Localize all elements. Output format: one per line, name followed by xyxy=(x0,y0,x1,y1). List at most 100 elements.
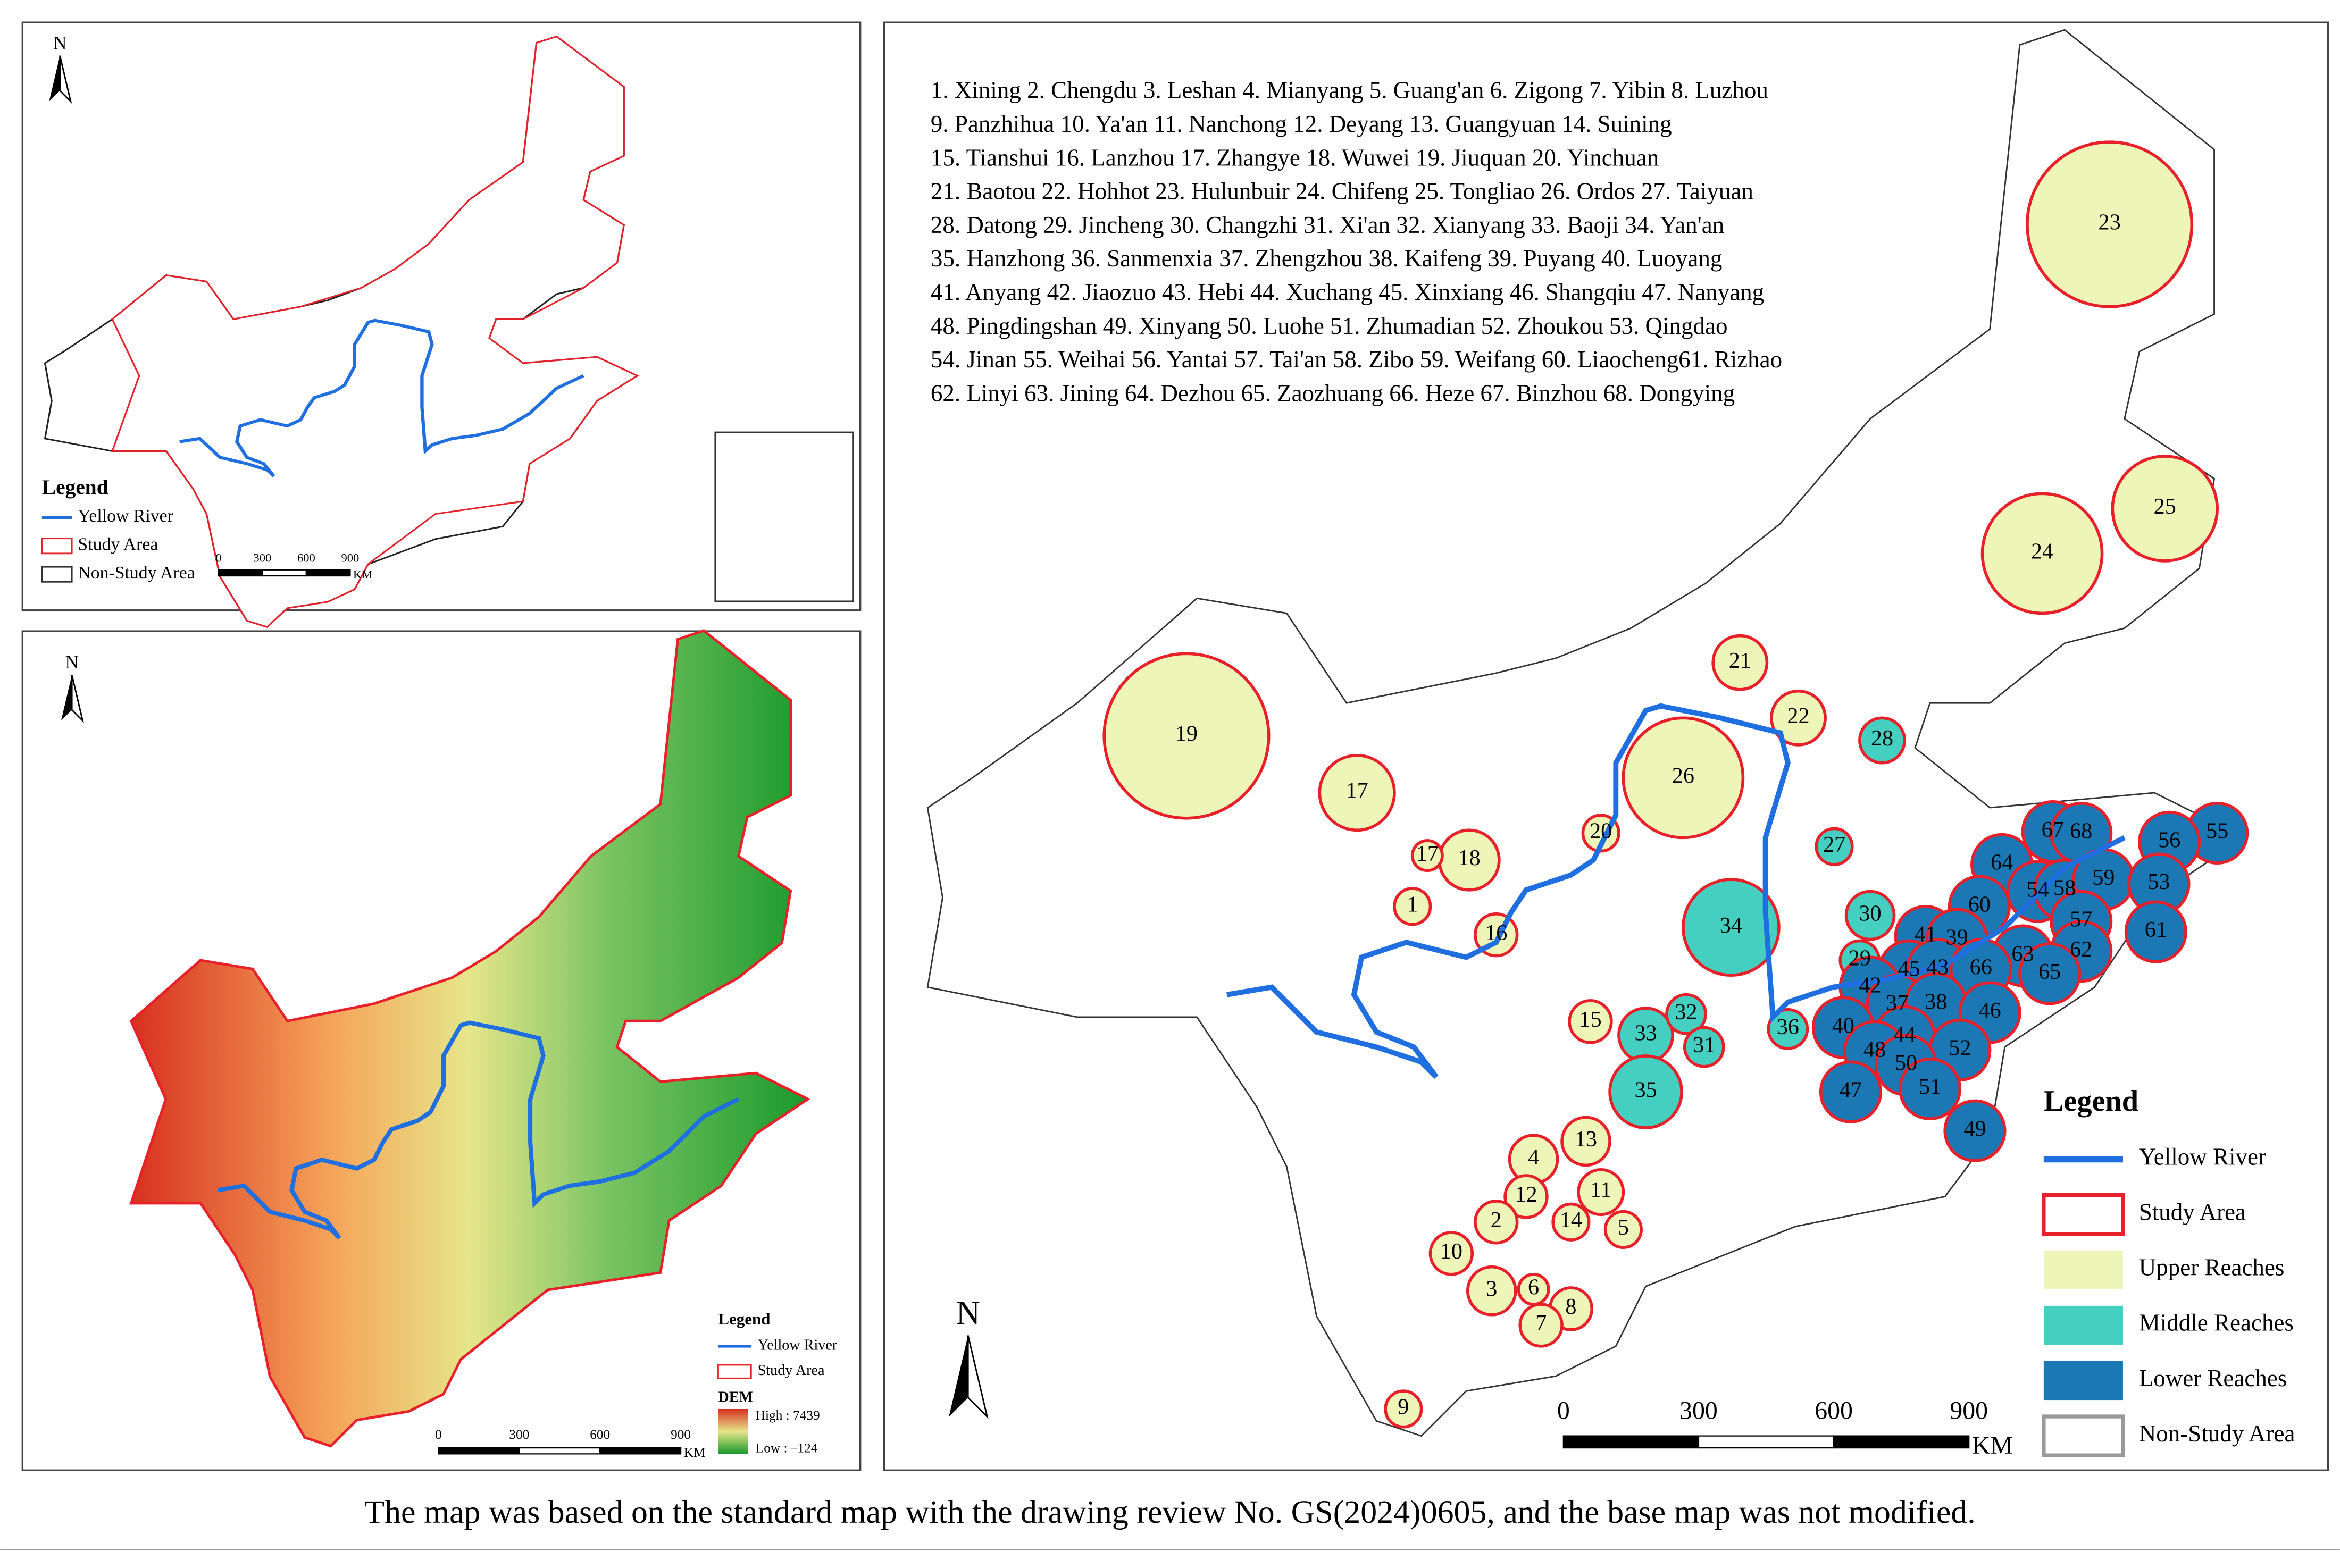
study-region xyxy=(1898,1057,1962,1121)
region-label: 51 xyxy=(1919,1075,1941,1100)
study-region xyxy=(1577,1168,1625,1217)
north-label: N xyxy=(53,32,67,54)
scale-tick-label: 600 xyxy=(1815,1397,1853,1425)
region-label: 60 xyxy=(1968,892,1991,917)
dem-high: High : 7439 xyxy=(756,1408,820,1423)
region-label: 19 xyxy=(1175,722,1198,747)
region-label: 65 xyxy=(2038,959,2061,984)
region-label: 33 xyxy=(1634,1020,1657,1045)
region-label: 1 xyxy=(1407,892,1418,917)
legend-label: Yellow River xyxy=(2139,1144,2266,1170)
region-label: 29 xyxy=(1849,946,1871,971)
region-label: 67 xyxy=(2042,817,2064,842)
region-label: 17 xyxy=(1416,841,1439,866)
study-region xyxy=(1815,827,1854,866)
scale-segment xyxy=(1698,1435,1835,1449)
region-label: 56 xyxy=(2158,827,2180,852)
region-label: 63 xyxy=(2011,941,2034,966)
legend-swatch xyxy=(2042,1414,2125,1457)
study-region xyxy=(1603,1210,1643,1249)
scale-segment xyxy=(262,569,307,577)
region-label: 30 xyxy=(1859,901,1881,926)
region-label: 21 xyxy=(1729,648,1751,673)
region-label: 41 xyxy=(1915,922,1937,947)
scale-segment xyxy=(218,569,263,577)
study-region xyxy=(1428,1231,1474,1276)
region-label: 68 xyxy=(2070,819,2092,844)
study-region xyxy=(1858,716,1907,765)
legend-title: Legend xyxy=(42,475,108,499)
scale-tick-label: 0 xyxy=(1557,1397,1570,1425)
region-label: 43 xyxy=(1926,955,1949,980)
region-label: 5 xyxy=(1618,1215,1629,1240)
north-arrow xyxy=(949,1335,968,1417)
region-label: 17 xyxy=(1346,778,1368,803)
dem-frame xyxy=(21,630,862,1471)
region-label: 53 xyxy=(2147,869,2170,894)
city-list-line: 62. Linyi 63. Jining 64. Dezhou 65. Zaoz… xyxy=(931,380,1735,406)
caption: The map was based on the standard map wi… xyxy=(364,1494,1975,1530)
north-arrow xyxy=(61,675,72,721)
scale-segment xyxy=(519,1447,601,1455)
scale-tick-label: 300 xyxy=(1679,1397,1718,1425)
study-region xyxy=(1102,652,1271,820)
region-label: 20 xyxy=(1590,819,1612,844)
region-label: 28 xyxy=(1871,726,1893,751)
region-label: 23 xyxy=(2099,210,2121,235)
city-list-line: 9. Panzhihua 10. Ya'an 11. Nanchong 12. … xyxy=(931,111,1672,137)
study-area xyxy=(111,35,639,628)
legend-title: Legend xyxy=(718,1310,770,1328)
region-label: 36 xyxy=(1777,1014,1799,1039)
region-label: 59 xyxy=(2092,865,2115,890)
region-label: 22 xyxy=(1787,703,1809,728)
study-region xyxy=(1318,753,1396,832)
study-region xyxy=(1474,1200,1519,1245)
region-label: 37 xyxy=(1886,991,1908,1016)
legend-swatch xyxy=(41,566,73,583)
legend-swatch xyxy=(2043,1305,2123,1345)
study-region xyxy=(1503,1174,1549,1219)
dem-map xyxy=(129,629,811,1448)
scale-tick-label: 0 xyxy=(215,551,221,565)
yellow-river xyxy=(1226,703,2126,1079)
region-label: 3 xyxy=(1486,1276,1497,1301)
study-region xyxy=(1568,999,1613,1044)
north-label: N xyxy=(956,1294,980,1331)
region-label: 52 xyxy=(1949,1036,1971,1061)
north-arrow xyxy=(967,1335,989,1420)
study-region xyxy=(1466,1265,1517,1317)
region-label: 12 xyxy=(1515,1182,1537,1207)
region-label: 62 xyxy=(2070,937,2092,962)
legend-label: Yellow River xyxy=(78,506,173,526)
yellow-river xyxy=(179,318,584,477)
study-region xyxy=(1665,993,1707,1035)
legend-swatch xyxy=(2043,1361,2123,1401)
scale-unit: KM xyxy=(1972,1431,2013,1460)
study-region xyxy=(1551,1202,1591,1242)
region-label: 18 xyxy=(1458,845,1481,870)
scale-segment xyxy=(1562,1435,1700,1449)
scale-tick-label: 0 xyxy=(435,1427,442,1442)
legend-label: Study Area xyxy=(78,535,158,555)
scale-tick-label: 600 xyxy=(297,551,315,565)
legend-swatch xyxy=(2042,1193,2125,1236)
study-region xyxy=(2111,455,2219,563)
study-region xyxy=(1844,890,1896,941)
region-label: 32 xyxy=(1675,1000,1697,1025)
legend-swatch xyxy=(2043,1250,2123,1289)
region-label: 58 xyxy=(2053,875,2076,900)
study-region xyxy=(1560,1116,1611,1167)
overview-frame xyxy=(21,21,862,611)
legend-label: Upper Reaches xyxy=(2139,1254,2285,1281)
legend-label: Non-Study Area xyxy=(2139,1420,2295,1447)
region-label: 50 xyxy=(1895,1051,1917,1076)
city-list-line: 48. Pingdingshan 49. Xinyang 50. Luohe 5… xyxy=(931,313,1728,339)
region-label: 57 xyxy=(2070,907,2092,932)
study-region xyxy=(1608,1054,1683,1129)
study-region xyxy=(2018,942,2082,1005)
region-label: 66 xyxy=(1970,955,1992,980)
overview-map xyxy=(44,35,639,628)
legend-label: Yellow River xyxy=(758,1337,838,1353)
legend-label: Non-Study Area xyxy=(78,563,195,583)
